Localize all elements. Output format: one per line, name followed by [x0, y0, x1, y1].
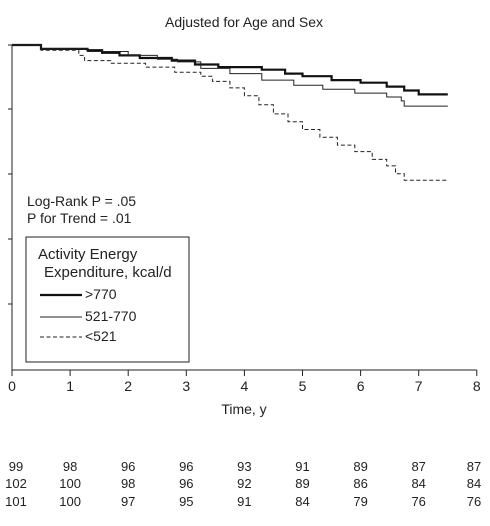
- legend-label: >770: [85, 286, 117, 302]
- x-tick-label: 1: [66, 378, 74, 394]
- risk-table-cell: 95: [179, 494, 194, 509]
- risk-table-cell: 96: [120, 459, 136, 474]
- risk-table-cell: 98: [62, 459, 78, 474]
- risk-table-cell: 91: [237, 494, 252, 509]
- x-tick-label: 5: [299, 378, 307, 394]
- risk-table-cell: 84: [411, 476, 426, 491]
- risk-table-cell: 87: [411, 459, 426, 474]
- risk-table-cell: 100: [59, 476, 81, 491]
- legend-box: [25, 236, 190, 363]
- risk-table-cell: 102: [5, 476, 27, 491]
- x-tick-label: 0: [8, 378, 16, 394]
- logrank-annotation: Log-Rank P = .05: [27, 193, 136, 209]
- risk-table-row: 102 100 98 96 92 89 86 84 84: [0, 476, 490, 494]
- x-tick-label: 3: [182, 378, 190, 394]
- risk-table-cell: 99: [8, 459, 24, 474]
- legend-label: <521: [85, 328, 117, 344]
- risk-table-cell: 76: [411, 494, 426, 509]
- risk-table-cell: 92: [237, 476, 252, 491]
- risk-table-cell: 87: [466, 459, 482, 474]
- legend-items: >770 521-770 <521: [40, 286, 137, 344]
- x-tick-label: 2: [124, 378, 132, 394]
- risk-table-cell: 96: [179, 476, 194, 491]
- chart-title: Adjusted for Age and Sex: [165, 14, 323, 30]
- risk-table-cell: 97: [120, 494, 136, 509]
- risk-table-cell: 96: [179, 459, 194, 474]
- legend-title-line1: Activity Energy: [38, 246, 138, 263]
- risk-table-cell: 91: [295, 459, 310, 474]
- risk-table-cell: 84: [295, 494, 310, 509]
- series-line-dashed: [12, 44, 448, 181]
- x-ticks: 0 1 2 3 4 5 6 7 8: [8, 370, 481, 394]
- x-tick-label: 4: [241, 378, 249, 394]
- risk-table-row: 101 100 97 95 91 84 79 76 76: [0, 494, 490, 512]
- series-lines: [12, 43, 448, 181]
- risk-table-cell: 89: [353, 459, 368, 474]
- risk-table-cell: 93: [237, 459, 252, 474]
- x-tick-label: 6: [357, 378, 365, 394]
- risk-table-cell: 79: [353, 494, 368, 509]
- x-tick-label: 7: [415, 378, 423, 394]
- legend-title-line2: Expenditure, kcal/d: [44, 264, 172, 281]
- risk-table-cell: 101: [5, 494, 27, 509]
- risk-table-cell: 86: [353, 476, 368, 491]
- risk-table-cell: 76: [466, 494, 482, 509]
- x-tick-label: 8: [473, 378, 481, 394]
- legend-label: 521-770: [85, 308, 137, 324]
- risk-table-cell: 100: [59, 494, 81, 509]
- series-line-thick-solid: [12, 43, 448, 96]
- risk-table-cell: 98: [120, 476, 136, 491]
- risk-table-row: 99 98 96 96 93 91 89 87 87: [0, 459, 490, 477]
- series-line-thin-solid: [12, 44, 448, 107]
- x-axis-label: Time, y: [221, 401, 266, 417]
- risk-table-cell: 84: [466, 476, 482, 491]
- trend-annotation: P for Trend = .01: [27, 210, 132, 226]
- risk-table-cell: 89: [295, 476, 310, 491]
